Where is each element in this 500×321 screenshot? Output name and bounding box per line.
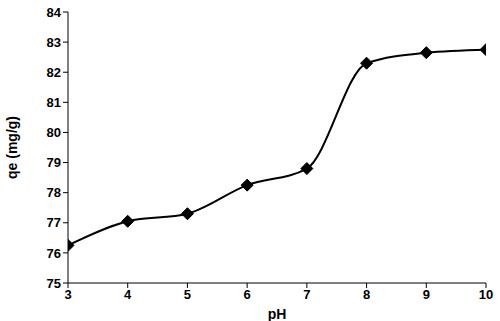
svg-text:79: 79 bbox=[47, 155, 61, 170]
svg-text:7: 7 bbox=[303, 287, 310, 302]
svg-text:9: 9 bbox=[423, 287, 430, 302]
svg-text:80: 80 bbox=[47, 125, 61, 140]
svg-text:8: 8 bbox=[363, 287, 370, 302]
svg-text:76: 76 bbox=[47, 246, 61, 261]
svg-text:83: 83 bbox=[47, 35, 61, 50]
svg-text:qe (mg/g): qe (mg/g) bbox=[8, 116, 20, 179]
svg-text:10: 10 bbox=[479, 287, 492, 302]
svg-text:81: 81 bbox=[47, 95, 61, 110]
svg-text:6: 6 bbox=[244, 287, 251, 302]
svg-text:4: 4 bbox=[124, 287, 132, 302]
svg-text:77: 77 bbox=[47, 215, 61, 230]
svg-text:78: 78 bbox=[47, 185, 61, 200]
svg-text:75: 75 bbox=[47, 276, 61, 291]
svg-text:3: 3 bbox=[64, 287, 71, 302]
svg-text:84: 84 bbox=[47, 5, 62, 20]
svg-text:pH: pH bbox=[268, 306, 287, 321]
svg-text:5: 5 bbox=[184, 287, 191, 302]
svg-text:82: 82 bbox=[47, 65, 61, 80]
